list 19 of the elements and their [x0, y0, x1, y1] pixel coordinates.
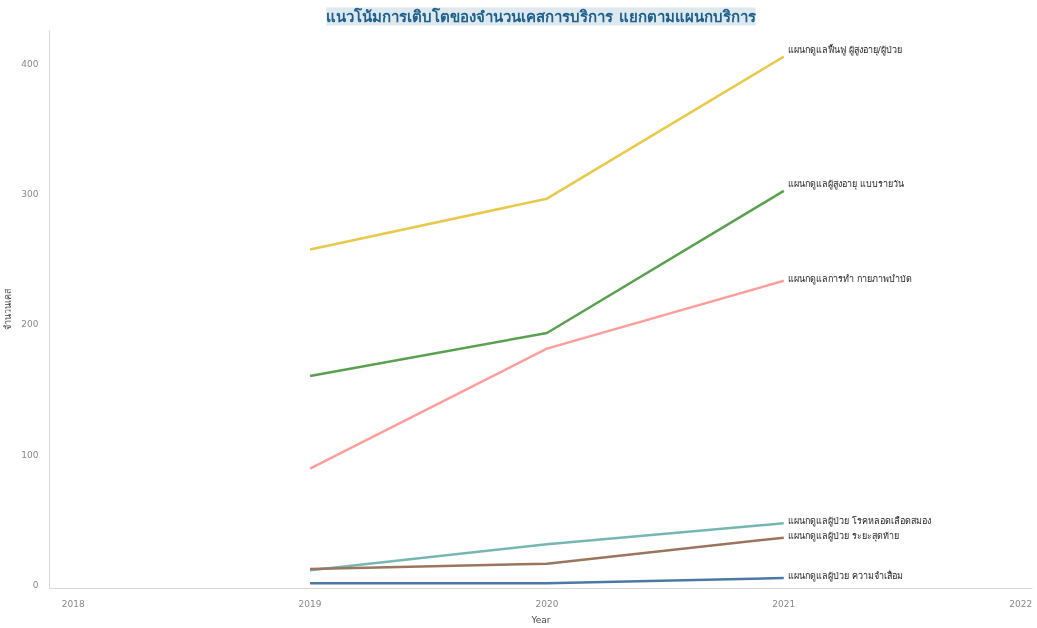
- y-axis-title: จำนวนเคส: [3, 288, 14, 330]
- y-tick-label: 200: [21, 319, 39, 330]
- y-tick-label: 0: [32, 580, 39, 591]
- y-tick-label: 400: [21, 58, 39, 69]
- series-label: แผนกดูแลการทำ กายภาพบำบัด: [787, 273, 912, 285]
- x-axis-title: Year: [530, 614, 551, 625]
- series-label: แผนกดูแลฟื้นฟู ผู้สูงอายุ/ผู้ป่วย: [787, 42, 902, 56]
- x-tick-label: 2018: [61, 598, 85, 609]
- x-tick-label: 2021: [772, 598, 796, 609]
- x-tick-label: 2022: [1009, 598, 1033, 609]
- x-tick-label: 2020: [535, 598, 559, 609]
- y-tick-label: 100: [21, 449, 39, 460]
- chart-title: แนวโน้มการเติบโตของจำนวนเคสการบริการ แยกตามแผนกบริการ: [326, 6, 757, 26]
- y-tick-label: 300: [21, 188, 39, 199]
- series-label: แผนกดูแลผู้ป่วย ระยะสุดท้าย: [787, 530, 899, 542]
- x-tick-label: 2019: [298, 598, 322, 609]
- series-label: แผนกดูแลผู้ป่วย โรคหลอดเลือดสมอง: [787, 516, 931, 528]
- series-label: แผนกดูแลผู้สูงอายุ แบบรายวัน: [787, 178, 904, 190]
- series-label: แผนกดูแลผู้ป่วย ความจำเสื่อม: [787, 569, 903, 583]
